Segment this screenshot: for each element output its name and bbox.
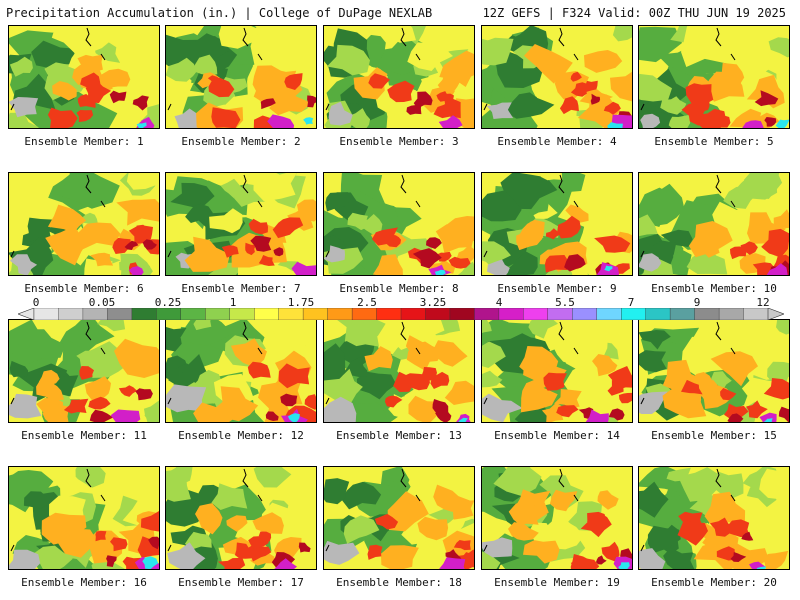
member-label-18: Ensemble Member: 18 [336,576,462,589]
colorbar-swatch-20 [523,308,549,320]
ensemble-map-20 [638,466,790,570]
member-label-4: Ensemble Member: 4 [497,135,617,148]
colorbar-swatch-5 [156,308,182,320]
colorbar-tick-label: 0 [32,296,40,309]
ensemble-map-18 [323,466,475,570]
colorbar-swatch-0 [33,308,59,320]
member-label-5: Ensemble Member: 5 [654,135,774,148]
colorbar-swatch-17 [449,308,475,320]
ensemble-map-14 [481,319,633,423]
ensemble-map-16 [8,466,160,570]
colorbar-tick-label: 1 [229,296,237,309]
colorbar-swatch-14 [376,308,402,320]
member-label-17: Ensemble Member: 17 [178,576,304,589]
colorbar-tick-label: 12 [756,296,770,309]
member-label-1: Ensemble Member: 1 [24,135,144,148]
ensemble-map-9 [481,172,633,276]
ensemble-map-13 [323,319,475,423]
colorbar-swatch-3 [107,308,133,320]
member-label-3: Ensemble Member: 3 [339,135,459,148]
ensemble-map-2 [165,25,317,129]
colorbar-tick-label: 0.05 [88,296,116,309]
colorbar-swatch-12 [327,308,353,320]
colorbar-tick-label: 3.25 [419,296,447,309]
member-label-7: Ensemble Member: 7 [181,282,301,295]
colorbar-swatch-28 [718,308,745,320]
member-label-8: Ensemble Member: 8 [339,282,459,295]
member-label-11: Ensemble Member: 11 [21,429,147,442]
ensemble-map-4 [481,25,633,129]
colorbar [18,308,784,320]
ensemble-map-8 [323,172,475,276]
colorbar-tick-label: 5.5 [555,296,575,309]
ensemble-map-17 [165,466,317,570]
member-label-16: Ensemble Member: 16 [21,576,147,589]
member-label-20: Ensemble Member: 20 [651,576,777,589]
ensemble-map-10 [638,172,790,276]
colorbar-swatch-4 [131,308,157,320]
ensemble-map-3 [323,25,475,129]
colorbar-swatch-2 [82,308,108,320]
colorbar-swatch-6 [180,308,206,320]
colorbar-swatch-24 [621,308,647,320]
colorbar-swatch-21 [547,308,573,320]
member-label-14: Ensemble Member: 14 [494,429,620,442]
colorbar-tick-label: 9 [693,296,701,309]
colorbar-swatch-29 [743,308,769,320]
colorbar-arrow-right [767,308,784,320]
ensemble-map-1 [8,25,160,129]
colorbar-swatch-18 [474,308,500,320]
colorbar-tick-label: 1.75 [287,296,315,309]
colorbar-swatch-8 [229,308,255,320]
page-title: Precipitation Accumulation (in.) | Colle… [6,6,433,20]
colorbar-swatch-15 [400,308,426,320]
colorbar-swatch-10 [278,308,304,320]
colorbar-tick-label: 0.25 [154,296,182,309]
colorbar-swatch-7 [205,308,231,320]
colorbar-swatch-19 [498,308,524,320]
colorbar-swatch-11 [302,308,329,320]
colorbar-swatch-1 [58,308,84,320]
colorbar-tick-label: 4 [495,296,503,309]
colorbar-swatch-13 [351,308,378,320]
colorbar-swatch-27 [694,308,720,320]
colorbar-swatch-22 [572,308,598,320]
member-label-10: Ensemble Member: 10 [651,282,777,295]
member-label-15: Ensemble Member: 15 [651,429,777,442]
colorbar-tick-label: 7 [627,296,635,309]
colorbar-tick-label: 2.5 [357,296,377,309]
ensemble-map-5 [638,25,790,129]
colorbar-swatch-16 [425,308,451,320]
ensemble-map-11 [8,319,160,423]
ensemble-map-7 [165,172,317,276]
run-info: 12Z GEFS | F324 Valid: 00Z THU JUN 19 20… [482,6,786,20]
member-label-6: Ensemble Member: 6 [24,282,144,295]
colorbar-arrow-left [18,308,35,320]
colorbar-swatch-9 [253,308,280,320]
colorbar-swatch-23 [596,308,622,320]
colorbar-swatch-26 [669,308,696,320]
member-label-12: Ensemble Member: 12 [178,429,304,442]
ensemble-map-19 [481,466,633,570]
member-label-2: Ensemble Member: 2 [181,135,301,148]
ensemble-map-15 [638,319,790,423]
ensemble-map-6 [8,172,160,276]
colorbar-swatch-25 [645,308,671,320]
ensemble-map-12 [165,319,317,423]
member-label-9: Ensemble Member: 9 [497,282,617,295]
member-label-19: Ensemble Member: 19 [494,576,620,589]
member-label-13: Ensemble Member: 13 [336,429,462,442]
